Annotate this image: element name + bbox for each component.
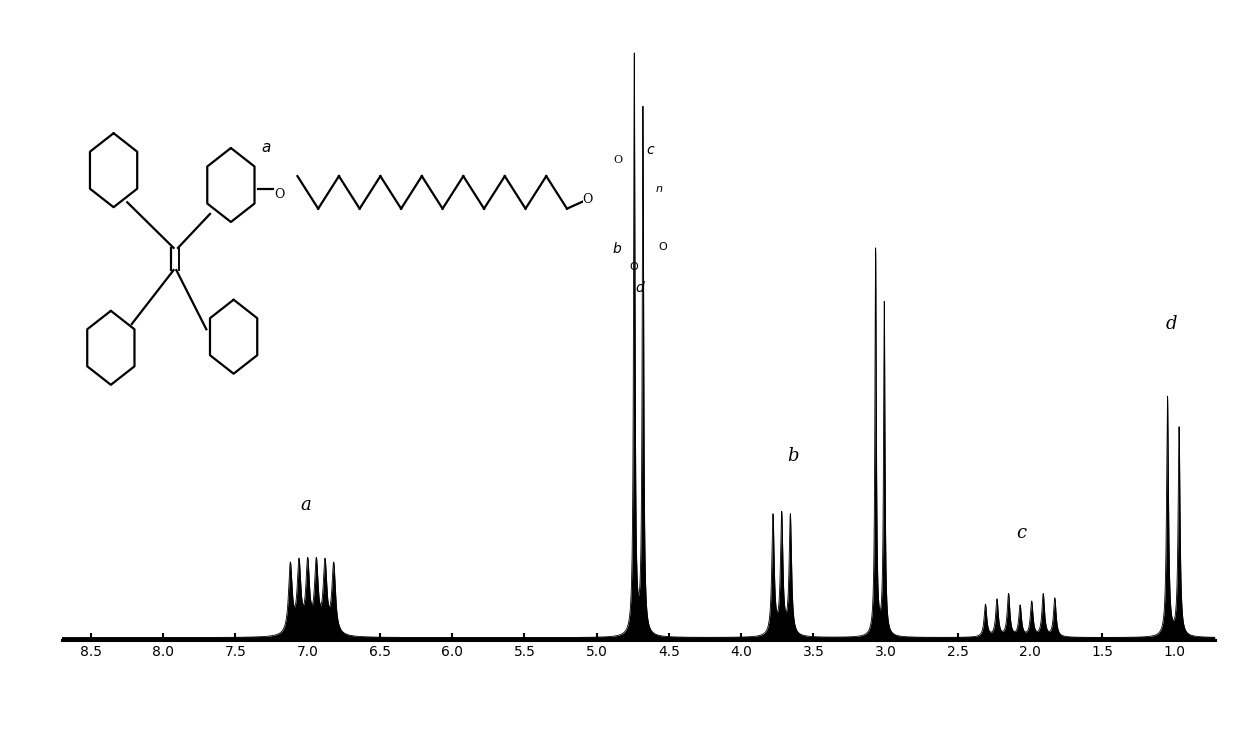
Text: b: b xyxy=(613,242,621,256)
Text: O: O xyxy=(274,187,285,201)
Text: c: c xyxy=(646,143,655,157)
Text: O: O xyxy=(614,155,622,165)
Text: d: d xyxy=(635,281,644,295)
Text: O: O xyxy=(658,242,667,252)
Text: d: d xyxy=(1166,314,1178,333)
Text: c: c xyxy=(1016,524,1025,542)
Text: O: O xyxy=(583,192,593,206)
Text: n: n xyxy=(656,184,662,195)
Text: O: O xyxy=(630,262,639,272)
Text: b: b xyxy=(787,447,799,465)
Text: a: a xyxy=(260,140,270,155)
Text: a: a xyxy=(300,497,311,514)
